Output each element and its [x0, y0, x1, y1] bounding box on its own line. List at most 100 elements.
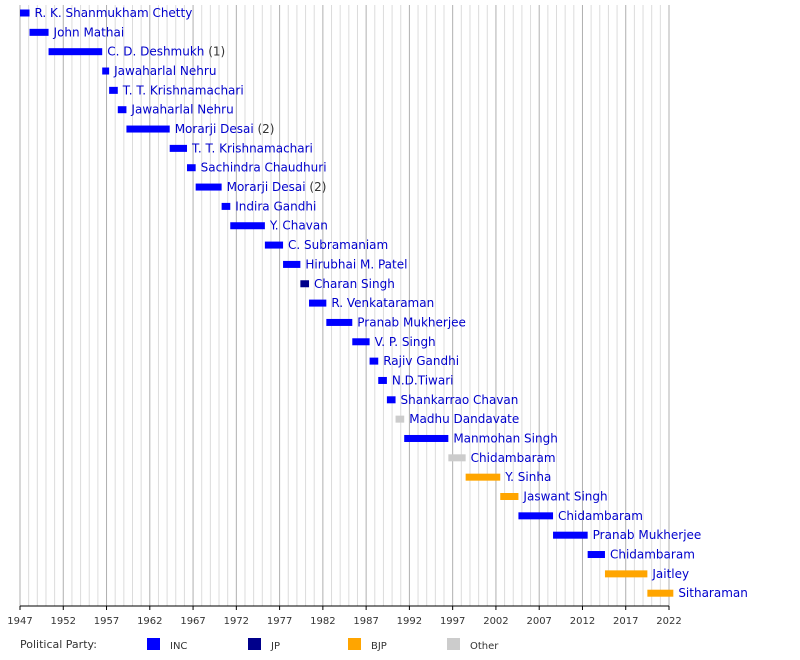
- term-name: Rajiv Gandhi: [383, 354, 459, 368]
- term-name: T. T. Krishnamachari: [122, 83, 244, 97]
- term-name: Morarji Desai: [227, 180, 306, 194]
- term-label: Chidambaram: [471, 451, 556, 465]
- term-bar: [465, 473, 501, 481]
- term-label: Madhu Dandavate: [409, 412, 519, 426]
- term-name: Indira Gandhi: [235, 199, 316, 213]
- term-label: Jaswant Singh: [522, 490, 607, 504]
- term-bar: [264, 241, 284, 249]
- term-labels: R. K. Shanmukham Chetty John Mathai C. D. …: [35, 6, 748, 600]
- legend-swatch-jp: [248, 638, 261, 650]
- term-bar: [386, 396, 396, 404]
- term-label: Chidambaram: [558, 509, 643, 523]
- term-label: Shankarrao Chavan: [401, 393, 519, 407]
- term-name: Jawaharlal Nehru: [130, 103, 233, 117]
- legend-swatch-bjp: [348, 638, 361, 650]
- x-tick-label: 1962: [137, 616, 162, 627]
- legend-label-jp: JP: [270, 641, 280, 652]
- term-name: Jawaharlal Nehru: [113, 64, 216, 78]
- term-bar: [221, 202, 231, 210]
- term-name: T. T. Krishnamachari: [191, 141, 313, 155]
- term-label: Pranab Mukherjee: [593, 528, 702, 542]
- term-bar: [553, 531, 588, 539]
- term-name: Pranab Mukherjee: [593, 528, 702, 542]
- term-label: Manmohan Singh: [453, 431, 558, 445]
- term-label: Rajiv Gandhi: [383, 354, 459, 368]
- term-label: Hirubhai M. Patel: [305, 257, 407, 271]
- term-name: Y. Sinha: [504, 470, 551, 484]
- term-name: Y. Chavan: [269, 219, 328, 233]
- legend: Political Party: INC JP BJP Other: [20, 638, 499, 652]
- term-label: R. Venkataraman: [331, 296, 434, 310]
- term-label: Morarji Desai (2): [175, 122, 275, 136]
- term-bar: [448, 454, 466, 462]
- term-bar: [109, 86, 118, 94]
- term-name: Pranab Mukherjee: [357, 315, 466, 329]
- term-bar: [230, 222, 265, 230]
- term-bar: [29, 28, 49, 36]
- term-name: Chidambaram: [558, 509, 643, 523]
- term-label: Sachindra Chaudhuri: [201, 161, 327, 175]
- term-label: T. T. Krishnamachari: [122, 83, 244, 97]
- term-suffix: (2): [254, 122, 275, 136]
- term-label: Charan Singh: [314, 277, 395, 291]
- legend-swatch-other: [447, 638, 460, 650]
- term-name: Sitharaman: [678, 586, 748, 600]
- x-tick-label: 1972: [224, 616, 249, 627]
- x-tick-label: 2022: [656, 616, 681, 627]
- x-tick-label: 1952: [51, 616, 76, 627]
- x-tick-label: 1957: [94, 616, 119, 627]
- x-tick-label: 1977: [267, 616, 292, 627]
- term-suffix: (1): [204, 45, 225, 59]
- term-bar: [647, 589, 674, 597]
- term-bar: [117, 106, 127, 114]
- legend-label-inc: INC: [170, 641, 187, 652]
- x-tick-label: 2007: [526, 616, 551, 627]
- term-label: Jawaharlal Nehru: [113, 64, 216, 78]
- x-tick-label: 1982: [310, 616, 335, 627]
- term-name: Jaswant Singh: [522, 490, 607, 504]
- term-bar: [102, 67, 110, 75]
- legend-title: Political Party:: [20, 638, 97, 651]
- term-bar: [283, 260, 301, 268]
- term-bar: [309, 299, 327, 307]
- term-name: Charan Singh: [314, 277, 395, 291]
- term-label: Y. Chavan: [269, 219, 328, 233]
- term-label: Jawaharlal Nehru: [130, 103, 233, 117]
- term-bar: [48, 48, 103, 56]
- term-bar: [395, 415, 405, 423]
- x-tick-label: 1967: [180, 616, 205, 627]
- term-name: R. Venkataraman: [331, 296, 434, 310]
- term-name: John Mathai: [53, 25, 125, 39]
- term-bar: [378, 376, 387, 384]
- term-label: Pranab Mukherjee: [357, 315, 466, 329]
- x-tick-label: 2017: [613, 616, 638, 627]
- term-name: Jaitley: [651, 567, 689, 581]
- term-label: T. T. Krishnamachari: [191, 141, 313, 155]
- term-name: C. Subramaniam: [288, 238, 388, 252]
- term-name: Manmohan Singh: [453, 431, 558, 445]
- term-name: C. D. Deshmukh: [107, 45, 204, 59]
- term-name: Chidambaram: [610, 548, 695, 562]
- term-bar: [126, 125, 170, 133]
- x-tick-label: 1947: [7, 616, 32, 627]
- term-name: V. P. Singh: [375, 335, 436, 349]
- term-label: John Mathai: [53, 25, 125, 39]
- term-name: Morarji Desai: [175, 122, 254, 136]
- term-name: N.D.Tiwari: [392, 373, 454, 387]
- term-bar: [300, 280, 310, 288]
- term-label: Indira Gandhi: [235, 199, 316, 213]
- term-label: Chidambaram: [610, 548, 695, 562]
- legend-swatch-inc: [147, 638, 160, 650]
- term-label: Sitharaman: [678, 586, 748, 600]
- term-name: Hirubhai M. Patel: [305, 257, 407, 271]
- term-bar: [169, 144, 188, 152]
- term-name: R. K. Shanmukham Chetty: [35, 6, 193, 20]
- legend-label-other: Other: [470, 641, 499, 652]
- term-bar: [20, 9, 30, 17]
- x-tick-label: 1997: [440, 616, 465, 627]
- term-bar: [604, 570, 648, 578]
- term-name: Chidambaram: [471, 451, 556, 465]
- term-label: Jaitley: [651, 567, 689, 581]
- term-bar: [404, 434, 449, 442]
